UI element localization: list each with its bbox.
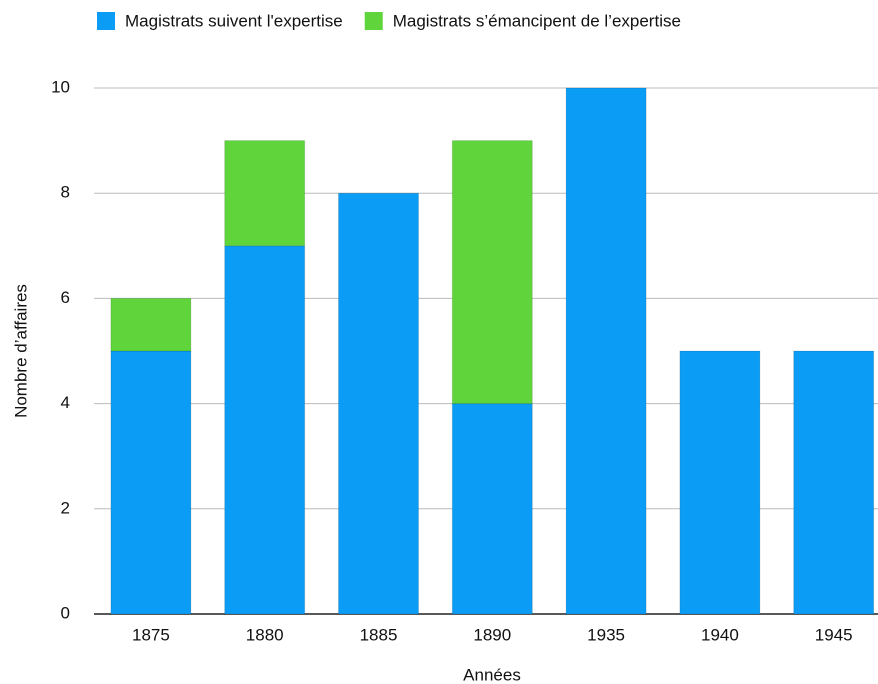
bar: [565, 87, 647, 615]
x-tick-label: 1885: [360, 625, 398, 644]
legend-swatch: [97, 12, 115, 30]
legend-label: Magistrats s’émancipent de l’expertise: [393, 11, 681, 30]
bar: [338, 192, 419, 615]
bar: [793, 350, 875, 615]
x-tick-label: 1890: [473, 625, 511, 644]
x-tick-label: 1935: [587, 625, 625, 644]
bar: [451, 403, 533, 615]
y-tick-label: 6: [61, 288, 70, 307]
bar: [110, 297, 192, 352]
bar: [224, 245, 306, 615]
bar: [224, 140, 306, 247]
x-tick-label: 1945: [815, 625, 853, 644]
y-tick-label: 8: [61, 183, 70, 202]
x-axis-label: Années: [463, 665, 521, 684]
y-tick-label: 10: [51, 77, 70, 96]
x-tick-label: 1875: [132, 625, 170, 644]
x-tick-label: 1940: [701, 625, 739, 644]
y-tick-label: 2: [61, 498, 70, 517]
y-axis-label: Nombre d’affaires: [11, 284, 30, 418]
bar: [679, 350, 761, 615]
y-tick-label: 4: [61, 393, 70, 412]
x-tick-label: 1880: [246, 625, 284, 644]
bar: [110, 350, 192, 615]
legend-swatch: [364, 12, 383, 30]
legend-label: Magistrats suivent l'expertise: [125, 11, 343, 30]
y-tick-label: 0: [61, 603, 70, 622]
bar: [451, 140, 533, 405]
